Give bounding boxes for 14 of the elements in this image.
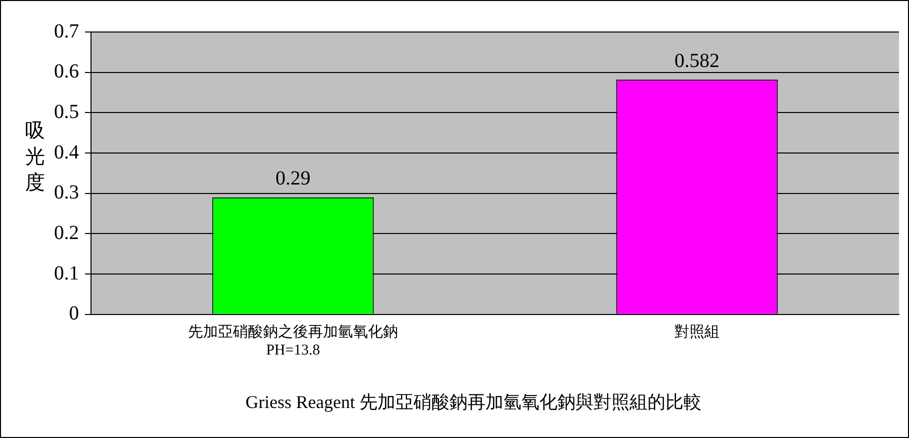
data-label: 0.582 bbox=[674, 50, 720, 72]
y-tick-label: 0.2 bbox=[54, 222, 79, 244]
data-label: 0.29 bbox=[276, 168, 310, 190]
y-tick-label: 0.1 bbox=[54, 262, 79, 284]
y-tick-label: 0.4 bbox=[54, 141, 79, 164]
x-tick-label: 對照組 bbox=[674, 323, 720, 340]
y-tick-label: 0 bbox=[69, 302, 79, 325]
y-tick-label: 0.6 bbox=[54, 60, 79, 83]
y-axis-title: 吸光度 bbox=[24, 119, 46, 196]
y-tick-label: 0.7 bbox=[54, 20, 79, 42]
text: Griess Reagent 先加亞硝酸鈉再加氫氧化鈉與對照組的比較 bbox=[246, 392, 702, 412]
x-tick-label: 先加亞硝酸鈉之後再加氫氧化鈉 PH=13.8 bbox=[188, 323, 398, 358]
y-tick-label: 0.5 bbox=[54, 100, 79, 123]
y-tick-label: 0.3 bbox=[54, 182, 79, 204]
